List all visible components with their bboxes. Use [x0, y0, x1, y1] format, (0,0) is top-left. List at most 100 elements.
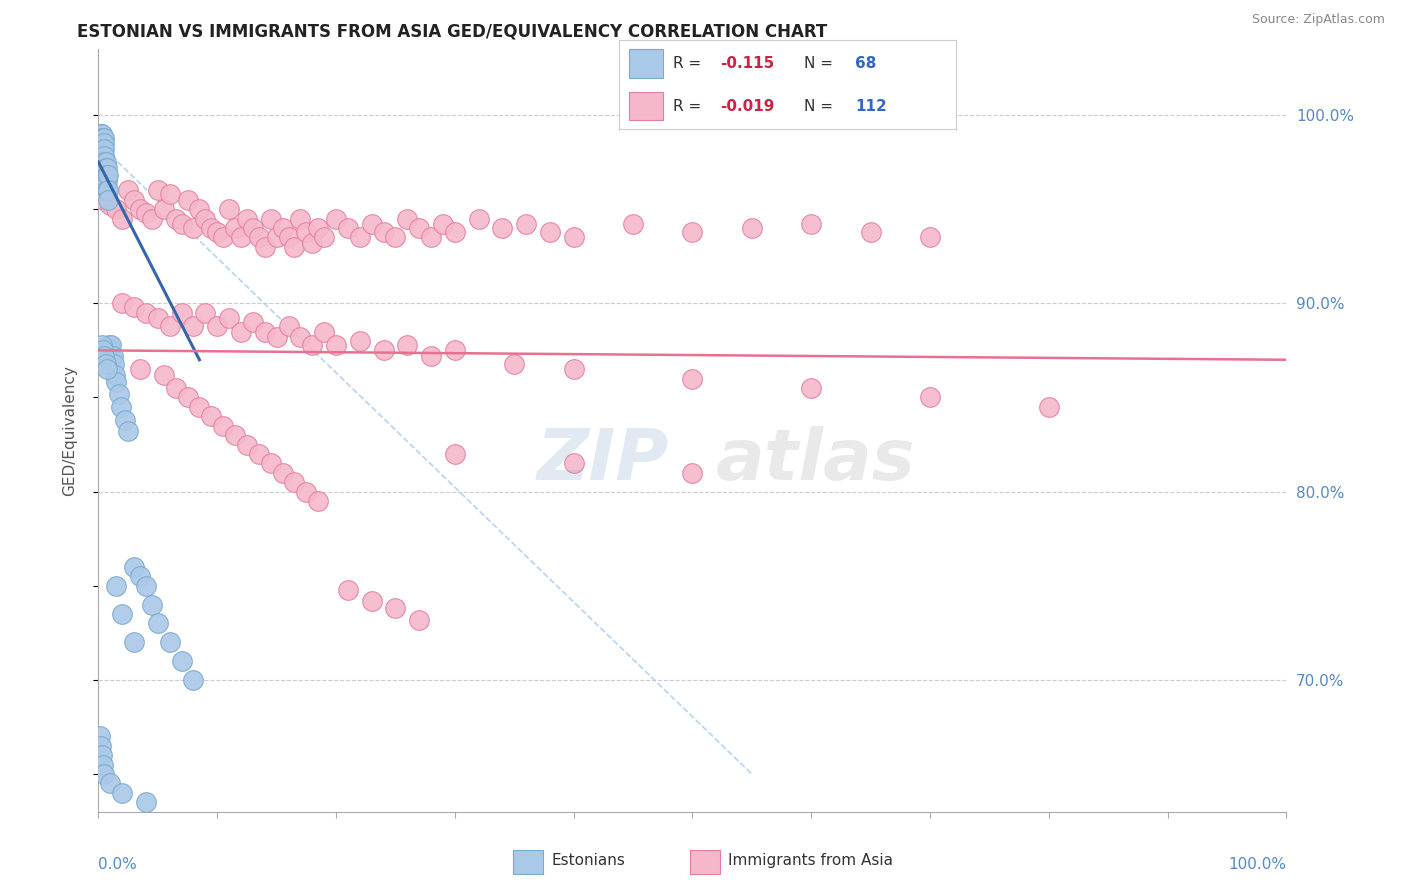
Point: [800, 217, 823, 231]
Point: [91, 748, 114, 763]
Point: [277, 230, 299, 244]
Point: [176, 193, 198, 207]
Point: [114, 413, 136, 427]
Point: [98, 776, 121, 790]
Point: [260, 211, 283, 226]
Point: [266, 330, 288, 344]
Point: [194, 211, 217, 226]
Point: [444, 225, 467, 239]
Point: [170, 654, 193, 668]
Point: [325, 337, 347, 351]
Point: [93, 142, 115, 156]
Point: [314, 230, 336, 244]
Point: [396, 337, 419, 351]
Text: -0.019: -0.019: [720, 99, 775, 113]
Point: [91, 127, 114, 141]
Point: [229, 325, 252, 339]
Point: [91, 155, 114, 169]
Point: [384, 230, 406, 244]
Point: [93, 130, 115, 145]
Point: [122, 300, 145, 314]
Point: [129, 569, 152, 583]
Point: [122, 193, 145, 207]
Point: [229, 230, 252, 244]
Point: [93, 349, 115, 363]
Point: [146, 183, 169, 197]
Point: [135, 306, 157, 320]
Point: [94, 357, 117, 371]
Point: [271, 466, 294, 480]
Point: [800, 381, 823, 395]
Point: [110, 400, 132, 414]
Point: [188, 202, 211, 216]
Point: [91, 343, 114, 358]
Point: [90, 136, 112, 151]
Point: [96, 161, 118, 175]
Point: [141, 598, 163, 612]
Point: [103, 357, 125, 371]
Point: [283, 475, 305, 490]
Point: [159, 635, 181, 649]
Point: [117, 425, 139, 439]
Point: [97, 183, 120, 197]
Point: [920, 391, 942, 405]
Point: [93, 136, 115, 151]
Point: [207, 225, 229, 239]
Text: 112: 112: [855, 99, 887, 113]
Point: [146, 616, 169, 631]
Point: [96, 174, 118, 188]
Point: [105, 376, 128, 390]
Point: [562, 456, 585, 470]
Point: [91, 130, 114, 145]
Point: [360, 217, 382, 231]
Point: [253, 240, 276, 254]
Point: [104, 368, 127, 382]
Point: [307, 221, 329, 235]
Point: [129, 202, 152, 216]
Point: [681, 371, 703, 385]
Point: [90, 145, 112, 160]
Point: [301, 235, 323, 250]
Point: [621, 217, 644, 231]
Point: [98, 337, 121, 351]
Point: [283, 240, 305, 254]
Text: ZIP: ZIP: [537, 426, 669, 495]
Point: [91, 142, 114, 156]
Point: [538, 225, 561, 239]
Point: [135, 579, 157, 593]
Text: R =: R =: [672, 56, 706, 70]
Bar: [628, 49, 662, 78]
Point: [491, 221, 513, 235]
Point: [98, 357, 121, 371]
Point: [515, 217, 537, 231]
Point: [396, 211, 419, 226]
Text: -0.115: -0.115: [720, 56, 775, 70]
Point: [307, 494, 329, 508]
Point: [96, 183, 118, 197]
Point: [100, 337, 122, 351]
Point: [1038, 400, 1060, 414]
Point: [741, 221, 763, 235]
Point: [562, 362, 585, 376]
Point: [503, 357, 526, 371]
Point: [111, 786, 134, 800]
Point: [467, 211, 489, 226]
Text: N =: N =: [804, 99, 838, 113]
Point: [183, 221, 205, 235]
Point: [681, 466, 703, 480]
Point: [93, 168, 115, 182]
Point: [218, 311, 240, 326]
Point: [105, 579, 128, 593]
Point: [89, 127, 111, 141]
Point: [260, 456, 283, 470]
Point: [122, 560, 145, 574]
Text: 100.0%: 100.0%: [1229, 857, 1286, 872]
Point: [97, 193, 120, 207]
Point: [93, 161, 115, 175]
Text: 0.0%: 0.0%: [98, 857, 138, 872]
Point: [336, 221, 359, 235]
Point: [111, 296, 134, 310]
Bar: [690, 849, 720, 874]
Text: N =: N =: [804, 56, 838, 70]
Point: [93, 149, 115, 163]
